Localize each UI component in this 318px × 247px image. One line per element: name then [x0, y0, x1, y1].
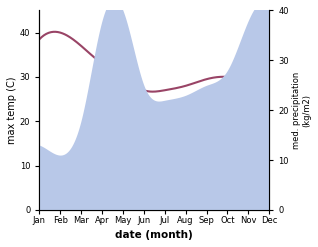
Y-axis label: med. precipitation
(kg/m2): med. precipitation (kg/m2) [292, 72, 311, 149]
Y-axis label: max temp (C): max temp (C) [7, 76, 17, 144]
X-axis label: date (month): date (month) [115, 230, 193, 240]
